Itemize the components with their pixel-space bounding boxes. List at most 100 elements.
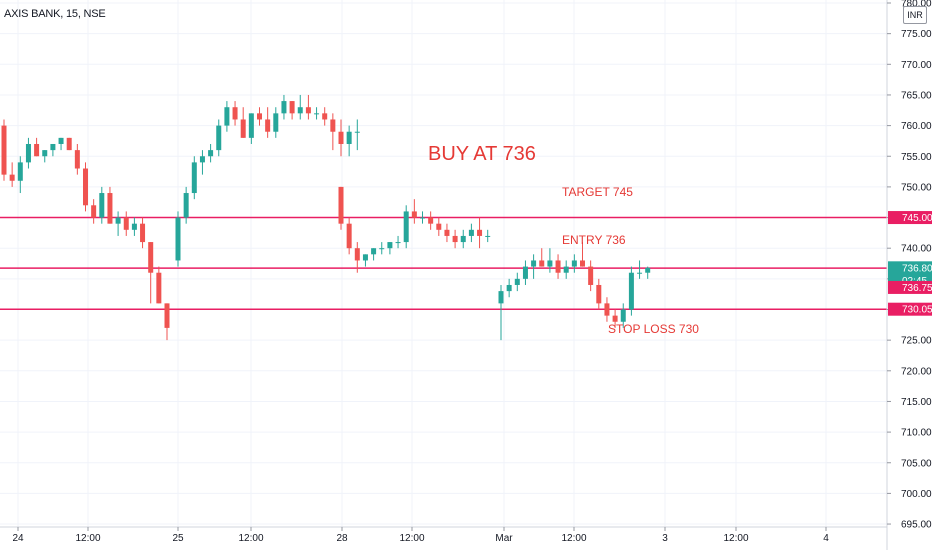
x-tick-label: 3 bbox=[662, 533, 668, 544]
candle-body bbox=[620, 309, 626, 322]
candle-body bbox=[148, 242, 154, 273]
candle-body bbox=[354, 248, 360, 261]
candle-body bbox=[164, 303, 170, 328]
candle-body bbox=[58, 137, 64, 144]
entry-annotation: ENTRY 736 bbox=[562, 233, 626, 247]
candle-body bbox=[531, 260, 537, 267]
x-tick-label: 4 bbox=[823, 533, 829, 544]
y-tick-label: 695.00 bbox=[901, 520, 932, 531]
y-tick-label: 710.00 bbox=[901, 428, 932, 439]
candle-body bbox=[354, 131, 360, 133]
candle-body bbox=[330, 119, 336, 132]
candle-body bbox=[289, 101, 295, 114]
price-levels bbox=[0, 216, 887, 310]
candle-body bbox=[604, 303, 610, 316]
candle-body bbox=[74, 150, 80, 169]
stop-price-badge: 730.05 bbox=[902, 305, 932, 316]
candle-body bbox=[428, 217, 434, 224]
x-tick-label: Mar bbox=[495, 533, 513, 544]
candle-body bbox=[83, 168, 88, 206]
candle-body bbox=[411, 211, 417, 218]
candle-body bbox=[66, 137, 72, 151]
symbol-title[interactable]: AXIS BANK, 15, NSE bbox=[4, 8, 106, 20]
candle-body bbox=[571, 260, 577, 267]
x-tick-label: 12:00 bbox=[561, 533, 586, 544]
y-tick-label: 775.00 bbox=[901, 29, 932, 40]
candle-body bbox=[305, 107, 311, 114]
candle-body bbox=[50, 143, 56, 151]
candles bbox=[1, 94, 651, 341]
candle-body bbox=[265, 119, 271, 132]
candle-body bbox=[387, 242, 393, 249]
candle-body bbox=[1, 125, 7, 175]
headline-annotation: BUY AT 736 bbox=[428, 143, 536, 165]
candle-body bbox=[580, 260, 585, 267]
y-tick-label: 770.00 bbox=[901, 60, 932, 71]
candle-body bbox=[498, 291, 504, 304]
x-tick-label: 12:00 bbox=[399, 533, 424, 544]
candle-body bbox=[563, 266, 569, 273]
candle-body bbox=[156, 272, 162, 304]
candle-body bbox=[420, 217, 425, 219]
candle-body bbox=[555, 260, 561, 273]
candle-body bbox=[91, 205, 97, 218]
entry-price-badge: 736.75 bbox=[902, 283, 932, 294]
candle-body bbox=[485, 235, 491, 237]
candle-body bbox=[34, 143, 40, 157]
candle-body bbox=[506, 284, 512, 292]
last-price-badge: 736.80 bbox=[902, 263, 932, 274]
y-tick-label: 780.00 bbox=[901, 0, 932, 10]
candle-body bbox=[175, 217, 181, 261]
candle-body bbox=[346, 131, 352, 144]
candle-body bbox=[115, 217, 121, 224]
currency-button[interactable]: INR bbox=[903, 6, 927, 24]
y-tick-label: 740.00 bbox=[901, 244, 932, 255]
candle-body bbox=[612, 315, 618, 322]
candle-body bbox=[468, 229, 474, 236]
y-tick-label: 720.00 bbox=[901, 366, 932, 377]
stop-loss-annotation: STOP LOSS 730 bbox=[608, 322, 699, 336]
candle-body bbox=[395, 242, 401, 244]
candle-body bbox=[183, 193, 189, 218]
candle-body bbox=[637, 272, 643, 274]
grid bbox=[0, 0, 887, 527]
candle-body bbox=[522, 266, 528, 279]
candle-body bbox=[338, 131, 344, 144]
candle-body bbox=[199, 156, 205, 163]
candle-body bbox=[514, 278, 520, 285]
x-tick-label: 28 bbox=[336, 533, 348, 544]
entry-price-badge-bg bbox=[888, 280, 932, 294]
candle-body bbox=[297, 107, 303, 114]
y-tick-label: 765.00 bbox=[901, 90, 932, 101]
candle-body bbox=[123, 217, 129, 230]
candle-body bbox=[452, 235, 458, 243]
candle-body bbox=[444, 229, 450, 236]
target-price-badge-bg bbox=[888, 211, 932, 225]
candle-body bbox=[645, 267, 651, 273]
time-axis[interactable]: 24 12:00 25 12:00 28 12:00 Mar 12:00 3 12:00 4 bbox=[12, 527, 829, 544]
candle-body bbox=[17, 162, 23, 181]
y-tick-label: 705.00 bbox=[901, 458, 932, 469]
y-tick-label: 760.00 bbox=[901, 121, 932, 132]
x-tick-label: 25 bbox=[172, 533, 184, 544]
candle-body bbox=[379, 248, 385, 250]
x-tick-label: 12:00 bbox=[75, 533, 100, 544]
candle-body bbox=[588, 266, 594, 285]
candle-body bbox=[140, 223, 146, 243]
candle-body bbox=[403, 211, 409, 243]
candle-body bbox=[436, 223, 442, 230]
y-tick-label: 725.00 bbox=[901, 336, 932, 347]
candle-body bbox=[240, 119, 246, 138]
x-tick-label: 24 bbox=[12, 533, 24, 544]
candle-body bbox=[232, 107, 238, 120]
candle-body bbox=[281, 101, 287, 114]
candle-body bbox=[596, 284, 602, 304]
candle-body bbox=[314, 113, 320, 115]
stop-price-badge-bg bbox=[888, 302, 932, 316]
candle-body bbox=[248, 113, 254, 138]
y-tick-label: 715.00 bbox=[901, 397, 932, 408]
candle-body bbox=[208, 150, 214, 157]
target-price-badge: 745.00 bbox=[902, 213, 932, 224]
